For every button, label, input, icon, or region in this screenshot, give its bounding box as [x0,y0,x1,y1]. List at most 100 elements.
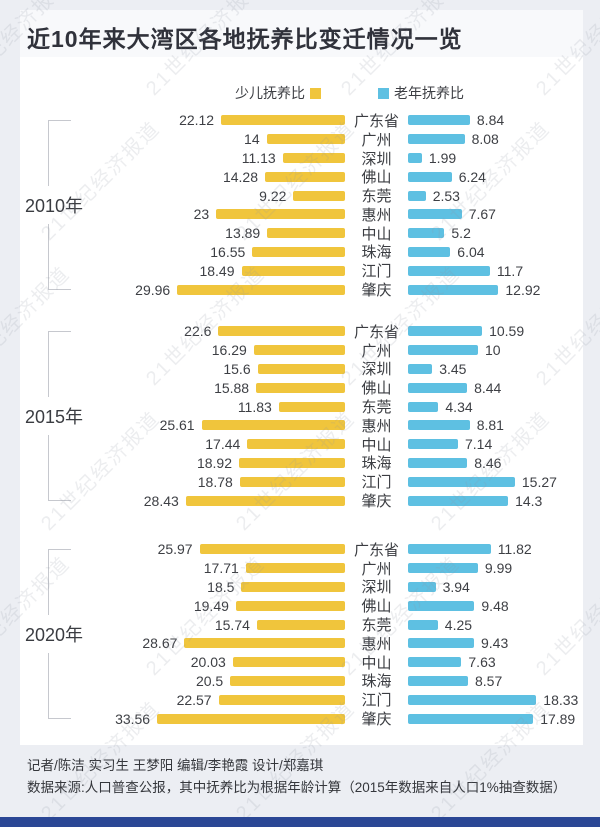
child-bar [293,190,345,201]
elderly-zone: 12.92 [408,282,583,298]
child-zone: 22.57 [20,692,345,708]
child-value-label: 25.61 [159,417,195,434]
legend-elderly-label: 老年抚养比 [394,85,464,101]
child-zone: 25.61 [20,417,345,433]
elderly-bar [408,476,515,487]
city-label: 东莞 [361,399,392,417]
chart-row: 25.61 惠州 8.81 [20,416,583,435]
child-bar [278,401,345,412]
elderly-zone: 8.81 [408,417,583,433]
elderly-value-label: 8.57 [475,672,503,689]
city-label: 中山 [361,225,392,243]
credits-line: 记者/陈洁 实习生 王梦阳 编辑/李艳霞 设计/郑嘉琪 [27,758,324,773]
year-label: 2020年 [22,614,87,653]
child-value-label: 25.97 [157,541,193,558]
child-zone: 14.28 [20,169,345,185]
elderly-zone: 11.7 [408,263,583,279]
child-value-label: 14 [244,131,260,148]
elderly-value-label: 10.59 [489,323,525,340]
chart-row: 18.49 江门 11.7 [20,261,583,281]
child-bar [253,345,345,356]
elderly-zone: 10.59 [408,323,583,339]
elderly-value-label: 5.2 [451,225,471,242]
elderly-value-label: 7.63 [468,654,496,671]
child-bar [216,209,345,220]
footer: 记者/陈洁 实习生 王梦阳 编辑/李艳霞 设计/郑嘉琪 数据来源:人口普查公报，… [27,755,583,799]
elderly-bar [408,134,465,145]
chart-row: 18.78 江门 15.27 [20,472,583,492]
chart-row: 25.97 广东省 11.82 [20,540,583,559]
child-zone: 18.92 [20,455,345,471]
city-label: 佛山 [361,169,392,187]
legend-child-label: 少儿抚养比 [235,85,305,101]
child-bar [245,563,345,574]
child-bar [218,694,345,705]
source-line: 数据来源:人口普查公报，其中抚养比为根据年龄计算（2015年数据来自人口1%抽查… [27,780,567,795]
city-label: 珠海 [361,673,392,691]
child-value-label: 11.13 [241,149,276,166]
child-value-label: 22.6 [184,323,212,340]
elderly-value-label: 4.25 [444,616,473,633]
chart-row: 15.74 东莞 4.25 [20,615,583,635]
elderly-bar [408,345,478,356]
chart-groups: 2010年 22.12 广东省 8.84 14 广州 8.08 11.13 深圳 1.99 14.2… [20,111,583,728]
elderly-bar [408,228,445,239]
chart-row: 16.55 珠海 6.04 [20,243,583,262]
elderly-value-label: 7.14 [465,436,493,453]
elderly-bar [408,115,470,126]
child-value-label: 17.44 [205,436,241,453]
child-zone: 20.5 [20,673,345,689]
elderly-bar [408,713,534,724]
elderly-value-label: 3.45 [439,360,467,377]
legend-child-swatch-icon [310,87,321,99]
elderly-zone: 11.82 [408,541,583,557]
child-bar [157,713,345,724]
chart-row: 11.83 东莞 4.34 [20,397,583,417]
chart-row: 22.57 江门 18.33 [20,690,583,710]
child-value-label: 28.67 [142,635,178,652]
elderly-zone: 2.53 [408,188,583,204]
elderly-value-label: 9.48 [481,597,509,614]
year-label: 2010年 [22,185,87,224]
child-bar [177,284,345,295]
elderly-zone: 7.67 [408,206,583,222]
elderly-bar [408,171,452,182]
child-value-label: 28.43 [143,492,179,509]
chart-legend: 少儿抚养比 老年抚养比 [20,57,583,103]
elderly-zone: 9.43 [408,635,583,651]
child-bar [247,439,345,450]
city-label: 广东省 [353,323,399,341]
elderly-value-label: 8.08 [471,131,499,148]
child-zone: 9.22 [20,188,345,204]
child-zone: 11.83 [20,399,345,415]
year-group: 2015年 22.6 广东省 10.59 16.29 广州 10 15.6 深圳 3.45 15.8… [20,322,583,510]
elderly-value-label: 18.33 [543,691,579,708]
elderly-zone: 17.89 [408,711,583,727]
elderly-bar [408,401,439,412]
elderly-zone: 9.99 [408,560,583,576]
city-label: 江门 [361,263,392,281]
elderly-bar [408,246,451,257]
elderly-zone: 6.04 [408,244,583,260]
chart-row: 11.13 深圳 1.99 [20,149,583,168]
elderly-bar [408,544,491,555]
elderly-bar [408,439,458,450]
child-bar [282,152,345,163]
elderly-value-label: 10 [485,342,501,359]
child-zone: 18.49 [20,263,345,279]
elderly-bar [408,495,509,506]
child-zone: 19.49 [20,598,345,614]
elderly-value-label: 1.99 [428,149,457,166]
chart-row: 17.71 广州 9.99 [20,559,583,578]
chart-row: 33.56 肇庆 17.89 [20,709,583,729]
city-label: 惠州 [361,417,392,435]
elderly-value-label: 6.04 [457,243,485,260]
child-zone: 13.89 [20,225,345,241]
year-group: 2010年 22.12 广东省 8.84 14 广州 8.08 11.13 深圳 1.99 14.2… [20,111,583,299]
elderly-zone: 8.46 [408,455,583,471]
child-value-label: 22.12 [179,112,215,129]
chart-row: 14 广州 8.08 [20,130,583,149]
bottom-accent-bar [0,817,600,827]
child-zone: 18.5 [20,579,345,595]
legend-item-child: 少儿抚养比 [235,83,321,103]
